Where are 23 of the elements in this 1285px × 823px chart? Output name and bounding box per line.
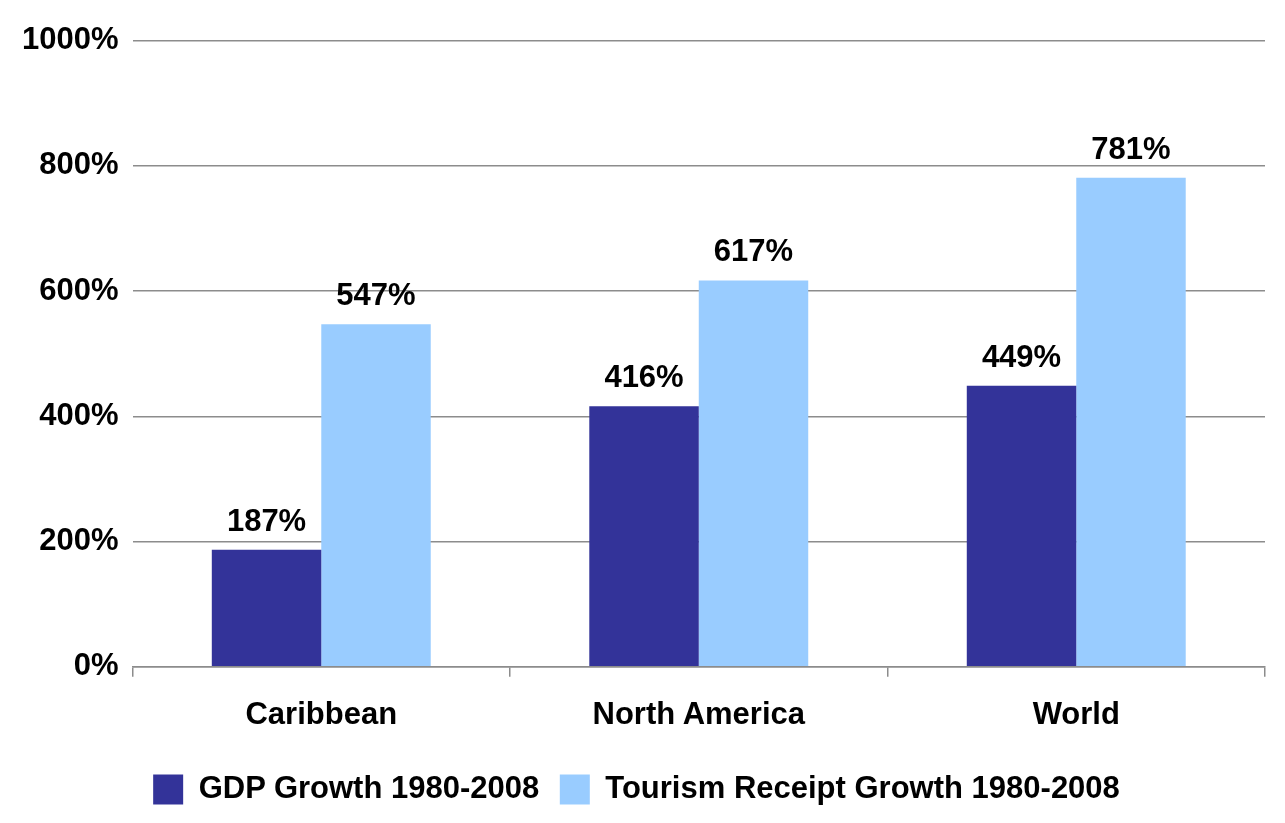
x-tick-label: North America [592,695,806,731]
bar [211,549,322,667]
bar [589,406,699,667]
data-label: 617% [713,233,794,269]
y-tick-label: 600% [39,271,119,307]
bar [321,324,431,667]
bar [1076,177,1186,667]
y-tick-label: 1000% [22,21,119,57]
y-tick-label: 800% [39,146,119,182]
x-tick-label: Caribbean [245,695,398,731]
y-tick-label: 400% [39,396,119,432]
data-label: 187% [226,502,307,538]
data-label: 449% [981,338,1062,374]
legend-label: GDP Growth 1980-2008 [198,770,540,806]
y-tick-label: 200% [39,522,119,558]
data-label: 547% [336,277,416,313]
y-tick-label: 0% [73,647,119,683]
x-tick-label: World [1032,695,1120,731]
data-label: 416% [604,359,684,395]
bar [966,385,1077,667]
legend-label: Tourism Receipt Growth 1980-2008 [605,770,1120,806]
bar [698,280,809,667]
data-label: 781% [1091,130,1171,166]
